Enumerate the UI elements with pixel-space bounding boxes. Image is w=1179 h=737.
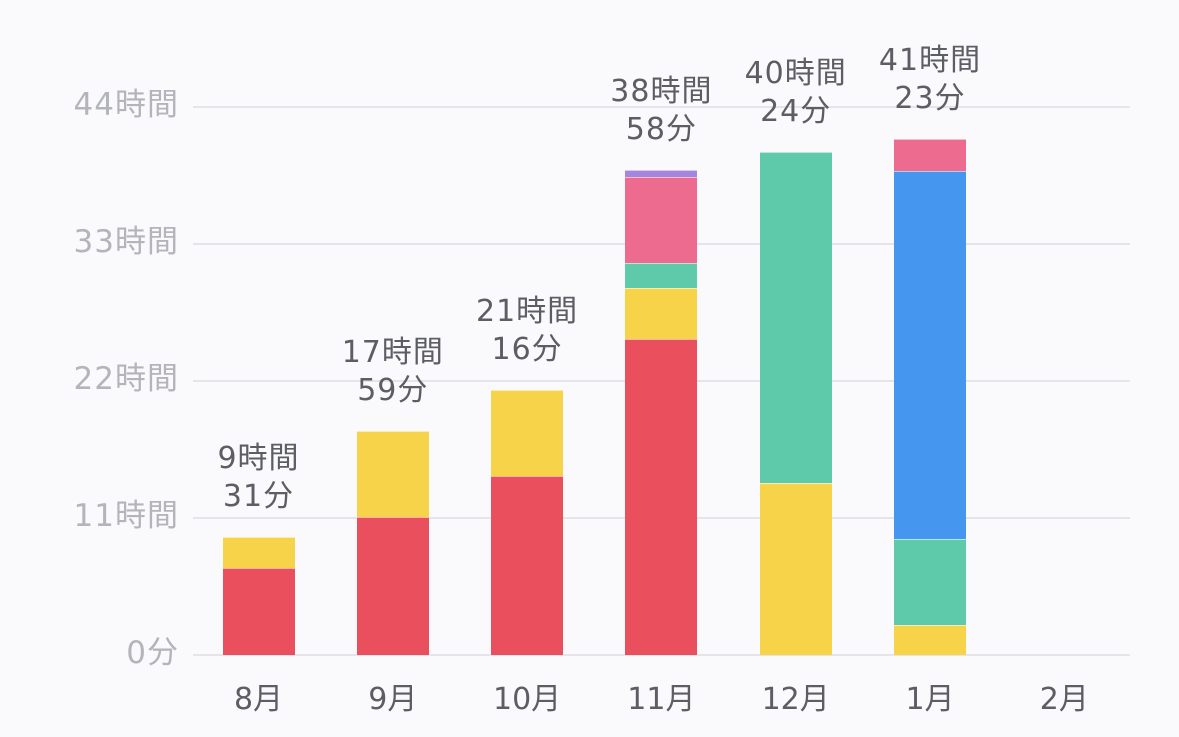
gridline [193,106,1130,108]
total-hours-text: 17時間 [341,334,444,370]
bar-4[interactable] [625,169,698,655]
bar-5[interactable] [759,151,832,655]
total-hours-text: 41時間 [878,43,982,79]
bar-total-label: 40時間 24分 [716,55,876,131]
bar-segment-red [356,516,429,655]
bar-3[interactable] [491,389,564,655]
total-minutes-text: 16分 [491,331,563,367]
x-tick-label: 12月 [761,682,830,717]
bar-segment-yellow [625,287,698,339]
y-tick-label: 11時間 [73,498,179,534]
total-minutes-text: 59分 [357,372,429,408]
bar-segment-teal [759,151,832,484]
total-minutes-text: 31分 [222,478,295,514]
x-tick-label: 1月 [905,682,955,717]
bar-segment-yellow [222,536,295,568]
bar-total-label: 41時間 23分 [850,42,1010,118]
x-tick-label: 2月 [1039,682,1089,717]
x-tick-label: 10月 [493,682,562,717]
y-tick-label: 44時間 [73,87,179,123]
y-tick-label: 22時間 [73,361,179,397]
bar-1[interactable] [222,536,295,655]
bar-segment-yellow [894,625,966,655]
x-tick-label: 11月 [627,682,696,717]
bar-total-label: 17時間 59分 [313,334,473,410]
bar-6[interactable] [894,139,966,655]
total-minutes-text: 23分 [894,81,966,117]
x-tick-label: 8月 [233,682,284,717]
y-tick-label: 33時間 [73,224,179,260]
bar-segment-purple [625,169,698,177]
bar-segment-red [625,338,698,655]
bar-segment-yellow [491,389,564,476]
total-hours-text: 40時間 [744,55,847,91]
bar-total-label: 9時間 31分 [179,440,339,516]
total-hours-text: 21時間 [476,293,579,329]
bar-segment-yellow [356,430,429,517]
total-minutes-text: 24分 [760,93,832,129]
total-hours-text: 9時間 [217,440,300,476]
bar-segment-pink [625,176,698,263]
bar-segment-yellow [759,483,832,655]
bar-segment-blue [894,170,966,540]
bar-segment-red [491,475,564,655]
bar-total-label: 38時間 58分 [581,73,741,149]
total-minutes-text: 58分 [625,111,697,147]
bar-total-label: 21時間 16分 [447,293,607,369]
gridline [193,654,1130,656]
bar-segment-red [222,567,295,655]
total-hours-text: 38時間 [610,73,713,109]
bar-segment-teal [894,539,966,626]
x-tick-label: 9月 [368,682,418,717]
bar-segment-pink [894,139,966,171]
bar-2[interactable] [356,430,429,655]
bar-segment-teal [625,262,698,288]
y-tick-label: 0分 [126,635,179,671]
